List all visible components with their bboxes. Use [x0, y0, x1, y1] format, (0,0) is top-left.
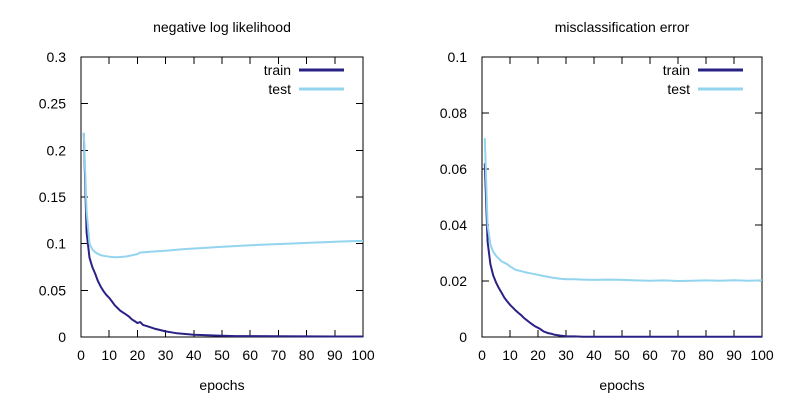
x-tick-label: 90	[726, 347, 742, 363]
y-tick-label: 0.1	[47, 236, 67, 252]
train-series-line	[82, 133, 363, 338]
x-tick-label: 10	[502, 347, 518, 363]
y-tick-label: 0.2	[47, 142, 67, 158]
x-tick-label: 70	[271, 347, 287, 363]
x-tick-label: 100	[351, 347, 375, 363]
chart-nll: 0 10 20 30 40 50 60 70 80 90 100 0 0.05 0.1 0.15 0.2 0.2…	[39, 49, 375, 363]
x-tick-label: 100	[750, 347, 774, 363]
x-tick-label: 30	[558, 347, 574, 363]
x-axis-label-error: epochs	[599, 377, 645, 393]
y-tick-label: 0.08	[440, 105, 467, 121]
y-tick-label: 0.1	[448, 49, 468, 65]
x-tick-label: 60	[242, 347, 258, 363]
y-tick-label: 0	[459, 329, 467, 345]
x-tick-label: 60	[642, 347, 658, 363]
chart-error: 0 10 20 30 40 50 60 70 80 90 100 0 0.02 0.04 0.06 0.08 0…	[440, 49, 774, 363]
y-tick-label: 0.3	[47, 49, 67, 65]
test-series-line	[82, 132, 364, 259]
x-tick-label: 40	[586, 347, 602, 363]
chart-title-nll: negative log likelihood	[153, 19, 291, 35]
x-tick-label: 40	[186, 347, 202, 363]
legend-label-train: train	[264, 62, 291, 78]
x-tick-label: 10	[101, 347, 117, 363]
x-tick-label: 20	[530, 347, 546, 363]
plot-border	[80, 56, 364, 338]
legend: train test	[663, 62, 743, 97]
legend: train test	[264, 62, 344, 97]
legend-label-test: test	[268, 81, 291, 97]
x-tick-label: 30	[158, 347, 174, 363]
y-tick-label: 0	[58, 329, 66, 345]
y-tick-label: 0.04	[440, 217, 467, 233]
x-axis-label-nll: epochs	[199, 377, 245, 393]
x-tick-label: 0	[478, 347, 486, 363]
y-tick-label: 0.15	[39, 189, 66, 205]
legend-label-train: train	[663, 62, 690, 78]
x-tick-label: 70	[670, 347, 686, 363]
test-series-line	[483, 138, 763, 282]
legend-label-test: test	[667, 81, 690, 97]
x-tick-label: 80	[299, 347, 315, 363]
y-tick-label: 0.06	[440, 161, 467, 177]
chart-title-error: misclassification error	[554, 19, 690, 35]
x-tick-label: 50	[614, 347, 630, 363]
x-tick-label: 20	[130, 347, 146, 363]
plot-border	[481, 56, 763, 338]
y-tick-label: 0.25	[39, 96, 66, 112]
train-series-line	[483, 163, 762, 338]
x-tick-label: 50	[214, 347, 230, 363]
y-tick-label: 0.02	[440, 273, 467, 289]
x-tick-label: 90	[327, 347, 343, 363]
x-tick-label: 0	[77, 347, 85, 363]
x-tick-label: 80	[698, 347, 714, 363]
y-tick-label: 0.05	[39, 282, 66, 298]
